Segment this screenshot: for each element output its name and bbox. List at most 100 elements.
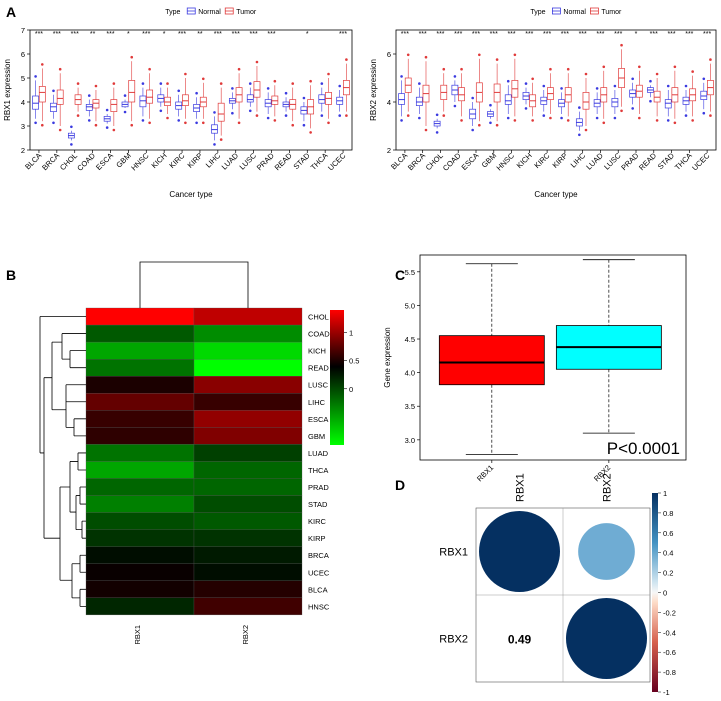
x-tick-label-prad: PRAD: [619, 151, 641, 173]
heatmap-cell: [193, 358, 303, 377]
row-label-kirc: KIRC: [308, 517, 327, 526]
x-tick-label-brca: BRCA: [40, 151, 61, 172]
colorbar-tick-label: 1: [349, 329, 353, 338]
x-tick-label-stad: STAD: [292, 151, 313, 172]
box-tumor: [110, 99, 118, 112]
colorbar-tick-label: 0.5: [349, 357, 359, 366]
x-tick-label-read: READ: [273, 151, 295, 173]
outlier-normal: [666, 119, 670, 122]
outlier-tumor: [345, 114, 348, 117]
outlier-normal: [435, 131, 439, 134]
heatmap-cell: [85, 376, 195, 394]
outlier-tumor: [273, 119, 277, 122]
outlier-tumor: [424, 55, 428, 59]
colorbar-tick-label: -0.2: [663, 608, 676, 617]
outlier-tumor: [531, 119, 534, 122]
significance-label: *: [127, 31, 130, 38]
colorbar-tick-label: 0.4: [663, 549, 673, 558]
legend-title: Type: [530, 9, 545, 16]
x-tick-label-luad: LUAD: [584, 151, 605, 172]
outlier-normal: [231, 87, 234, 90]
outlier-normal: [177, 119, 181, 122]
colorbar-tick-label: 0.8: [663, 509, 673, 518]
legend-label-normal: Normal: [563, 9, 586, 16]
outlier-normal: [338, 84, 342, 88]
corr-colorbar: [652, 493, 658, 692]
y-tick-label: 4: [21, 98, 25, 107]
outlier-normal: [141, 119, 145, 122]
outlier-tumor: [513, 53, 517, 57]
y-axis-label: Gene expression: [383, 327, 392, 387]
outlier-tumor: [655, 72, 659, 76]
box-tumor: [38, 86, 46, 103]
row-label-brca: BRCA: [308, 551, 329, 560]
corr-row-label-rbx1: RBX1: [439, 547, 468, 559]
outlier-tumor: [406, 53, 410, 57]
colorbar-tick-label: -0.4: [663, 628, 676, 637]
x-tick-label-hnsc: HNSC: [129, 151, 151, 173]
panel-label-b: B: [6, 267, 16, 283]
box-tumor: [164, 96, 171, 106]
outlier-tumor: [76, 82, 80, 85]
x-tick-label-luad: LUAD: [220, 151, 241, 172]
legend-label-tumor: Tumor: [601, 9, 622, 16]
x-tick-label-prad: PRAD: [255, 151, 277, 173]
outlier-normal: [52, 121, 55, 125]
heatmap-cell: [85, 512, 195, 530]
outlier-normal: [542, 84, 546, 88]
x-tick-label-stad: STAD: [656, 151, 677, 172]
outlier-normal: [684, 84, 688, 88]
outlier-tumor: [148, 121, 151, 125]
heatmap-cell: [85, 597, 195, 616]
box-normal: [32, 95, 39, 110]
panel-label-d: D: [395, 477, 405, 493]
box-normal: [246, 94, 254, 103]
y-tick-label: 3.5: [405, 402, 415, 411]
outlier-tumor: [442, 114, 446, 117]
outlier-tumor: [602, 65, 606, 69]
significance-label: ***: [561, 31, 569, 38]
x-tick-label-coad: COAD: [75, 151, 97, 173]
row-label-blca: BLCA: [308, 585, 328, 594]
box-tumor: [493, 83, 501, 103]
heatmap-cell: [193, 444, 303, 462]
significance-label: ***: [71, 31, 79, 38]
significance-label: ***: [525, 31, 533, 38]
outlier-tumor: [112, 82, 116, 85]
plot-frame: [419, 254, 687, 461]
outlier-normal: [213, 143, 216, 146]
row-label-luad: LUAD: [308, 449, 329, 458]
outlier-tumor: [219, 138, 223, 141]
outlier-tumor: [602, 121, 606, 125]
box-tumor: [182, 94, 189, 106]
significance-label: ***: [35, 31, 43, 38]
significance-label: ***: [685, 31, 693, 38]
heatmap-cell: [193, 529, 303, 547]
corr-circle: [578, 523, 635, 580]
y-tick-label: 3: [21, 122, 25, 131]
x-tick-label-ucec: UCEC: [326, 151, 348, 173]
outlier-normal: [248, 109, 252, 113]
outlier-tumor: [566, 67, 570, 71]
plot-frame: [395, 29, 717, 151]
outlier-normal: [159, 109, 163, 113]
outlier-normal: [213, 111, 216, 114]
x-tick-label-kich: KICH: [515, 151, 534, 170]
outlier-tumor: [406, 114, 410, 117]
outlier-normal: [471, 128, 474, 132]
heatmap-colorbar: [330, 310, 344, 445]
heatmap-cell: [85, 324, 195, 343]
corr-circle: [479, 511, 560, 592]
heatmap-cell: [85, 341, 195, 360]
box-normal: [398, 93, 405, 105]
significance-label: ***: [650, 31, 658, 38]
outlier-normal: [631, 107, 634, 110]
outlier-normal: [400, 119, 403, 122]
outlier-tumor: [655, 119, 659, 122]
outlier-normal: [302, 96, 306, 100]
outlier-normal: [560, 87, 563, 90]
box-tumor: [458, 87, 465, 102]
outlier-normal: [666, 84, 670, 88]
outlier-tumor: [291, 82, 295, 85]
row-label-thca: THCA: [308, 466, 328, 475]
